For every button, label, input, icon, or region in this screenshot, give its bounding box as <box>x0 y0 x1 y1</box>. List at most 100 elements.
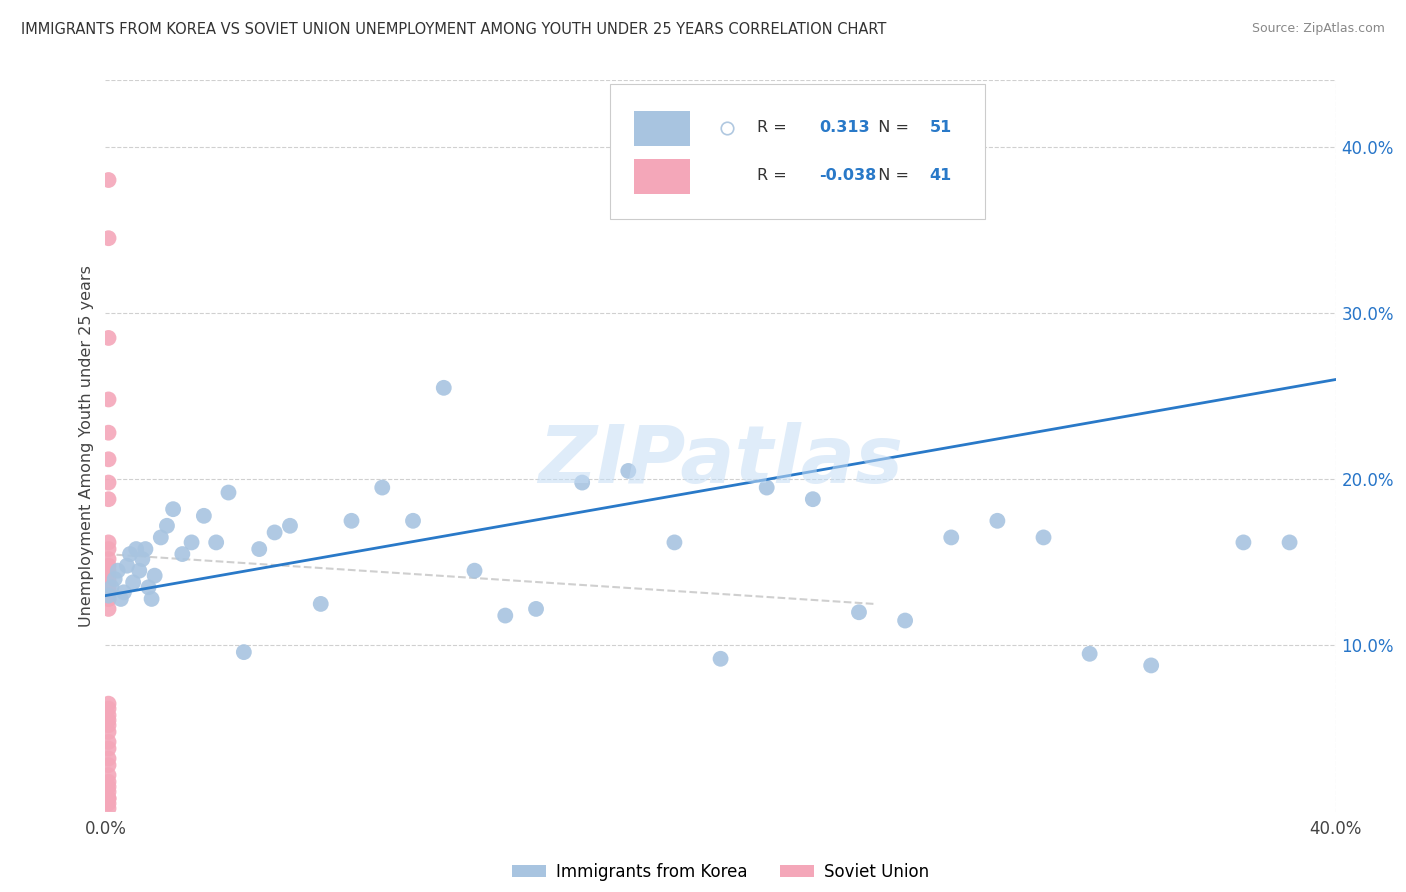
Point <box>97 475 120 490</box>
Point <box>97 741 120 756</box>
Point <box>232 645 254 659</box>
Point <box>801 492 824 507</box>
Point <box>494 608 516 623</box>
Point <box>524 602 547 616</box>
Point <box>180 535 202 549</box>
Point <box>97 568 120 582</box>
Text: 0.313: 0.313 <box>818 120 870 136</box>
Point <box>1032 530 1054 544</box>
Point <box>97 231 120 245</box>
Point <box>97 392 120 407</box>
Point <box>134 542 156 557</box>
Point <box>125 542 148 557</box>
Point <box>97 708 120 723</box>
Point <box>894 614 917 628</box>
Point <box>218 485 240 500</box>
Point <box>710 652 733 666</box>
Point <box>131 552 153 566</box>
Point <box>97 572 120 586</box>
Point <box>309 597 332 611</box>
Point <box>371 481 394 495</box>
Point <box>97 585 120 599</box>
Point <box>138 580 160 594</box>
Point <box>433 381 456 395</box>
Point <box>97 585 120 599</box>
Point <box>97 714 120 728</box>
Legend: Immigrants from Korea, Soviet Union: Immigrants from Korea, Soviet Union <box>506 856 935 888</box>
Point <box>97 697 120 711</box>
Point <box>205 535 228 549</box>
Point <box>664 535 686 549</box>
Point <box>97 735 120 749</box>
Text: 51: 51 <box>929 120 952 136</box>
FancyBboxPatch shape <box>610 84 986 219</box>
Point <box>97 718 120 732</box>
Point <box>97 425 120 440</box>
Point <box>97 591 120 606</box>
Point <box>97 780 120 794</box>
Point <box>97 774 120 789</box>
Point <box>100 580 122 594</box>
Text: -0.038: -0.038 <box>818 168 876 183</box>
Text: Source: ZipAtlas.com: Source: ZipAtlas.com <box>1251 22 1385 36</box>
Point <box>755 481 778 495</box>
Text: 41: 41 <box>929 168 952 183</box>
Point <box>97 589 120 603</box>
Point <box>402 514 425 528</box>
Point <box>97 173 120 187</box>
Bar <box>634 111 690 146</box>
Point <box>97 558 120 573</box>
Point <box>162 502 184 516</box>
Point <box>120 547 141 561</box>
Point <box>143 568 166 582</box>
Point <box>112 585 135 599</box>
Text: N =: N = <box>869 168 914 183</box>
Point <box>122 575 145 590</box>
Text: R =: R = <box>758 120 793 136</box>
Point <box>97 791 120 805</box>
Point <box>115 558 138 573</box>
Point <box>97 758 120 772</box>
Point <box>97 331 120 345</box>
Point <box>571 475 593 490</box>
Point <box>97 580 120 594</box>
Point <box>107 564 129 578</box>
Point <box>97 701 120 715</box>
Point <box>110 591 132 606</box>
Point <box>156 518 179 533</box>
Point <box>263 525 285 540</box>
Point <box>340 514 363 528</box>
Point <box>97 791 120 805</box>
Point <box>97 535 120 549</box>
Point <box>97 751 120 765</box>
Point <box>617 464 640 478</box>
Point <box>941 530 963 544</box>
Bar <box>634 159 690 194</box>
Point <box>1140 658 1163 673</box>
Point <box>986 514 1008 528</box>
Point <box>97 492 120 507</box>
Point <box>1232 535 1254 549</box>
Point <box>97 797 120 811</box>
Point <box>97 801 120 815</box>
Text: IMMIGRANTS FROM KOREA VS SOVIET UNION UNEMPLOYMENT AMONG YOUTH UNDER 25 YEARS CO: IMMIGRANTS FROM KOREA VS SOVIET UNION UN… <box>21 22 886 37</box>
Point <box>149 530 172 544</box>
Point <box>97 602 120 616</box>
Point <box>464 564 486 578</box>
Point <box>278 518 301 533</box>
Point <box>104 572 127 586</box>
Text: R =: R = <box>758 168 793 183</box>
Y-axis label: Unemployment Among Youth under 25 years: Unemployment Among Youth under 25 years <box>79 265 94 627</box>
Point <box>97 452 120 467</box>
Text: N =: N = <box>869 120 914 136</box>
Point <box>247 542 270 557</box>
Point <box>172 547 194 561</box>
Point <box>97 725 120 739</box>
Point <box>97 552 120 566</box>
Point <box>97 568 120 582</box>
Point <box>193 508 215 523</box>
Point <box>128 564 150 578</box>
Point <box>97 564 120 578</box>
Point <box>97 542 120 557</box>
Point <box>1278 535 1301 549</box>
